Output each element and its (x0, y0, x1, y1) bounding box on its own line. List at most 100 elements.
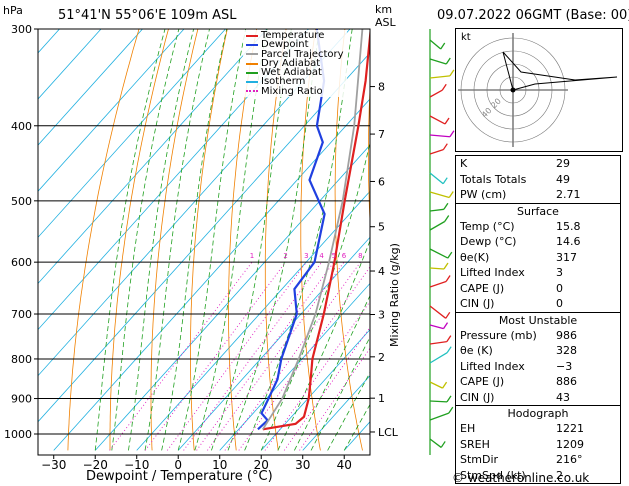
wind-barb (429, 324, 444, 330)
legend-swatch (246, 62, 258, 65)
copyright-text: © weatheronline.co.uk (452, 471, 590, 485)
temperature-tick-label: 0 (174, 458, 182, 472)
surface-index-row: Temp (°C) 15.8 (456, 219, 620, 235)
wind-barb-flag (444, 117, 450, 125)
legend-label: Parcel Trajectory (261, 48, 344, 60)
surface-index-label: θe(K) (460, 250, 490, 264)
mixing-ratio-value-label: 5 (332, 252, 336, 260)
km-tick-label: 7 (378, 128, 385, 141)
most-unstable-heading: Most Unstable (498, 313, 578, 327)
legend-swatch (246, 43, 258, 46)
wet-adiabat-line (144, 29, 210, 451)
dry-adiabat-line (334, 29, 363, 451)
wet-adiabat-line (310, 336, 370, 451)
wet-adiabat-line (194, 29, 268, 451)
hodograph-trace (502, 51, 618, 91)
hodograph-ring (499, 76, 527, 104)
basic-indices: K 29 Totals Totals 49 PW (cm) 2.71 (456, 156, 620, 203)
km-tick-label: 3 (378, 308, 385, 321)
mu-index-row: CAPE (J) 886 (456, 374, 620, 390)
wind-barb (429, 149, 444, 155)
mixing-ratio-line (283, 326, 370, 451)
pressure-tick-label: 500 (11, 195, 32, 208)
basic-index-value: 29 (556, 157, 570, 170)
wind-barb (429, 208, 444, 212)
hodo-index-label: StmSpd (kt) (460, 468, 526, 482)
dry-adiabat-line (67, 29, 140, 451)
basic-index-row: PW (cm) 2.71 (456, 187, 620, 203)
surface-index-value: 0 (556, 281, 563, 295)
mu-index-value: 328 (556, 344, 577, 357)
temperature-tick-label: −20 (83, 458, 108, 472)
hodograph-ring (460, 37, 566, 143)
wet-adiabat-line (161, 29, 228, 451)
dewpoint-line (257, 29, 326, 431)
surface-index-value: 317 (556, 250, 577, 264)
mixing-ratio-value-label: 3 (304, 252, 308, 260)
surface-index-row: Lifted Index 3 (456, 265, 620, 281)
wet-adiabat-line (227, 29, 320, 451)
datetime-title: 09.07.2022 06GMT (Base: 00) (437, 8, 629, 23)
legend-entry: Parcel Trajectory (246, 48, 344, 60)
km-unit-label: km (375, 3, 393, 16)
surface-index-row: CAPE (J) 0 (456, 281, 620, 297)
basic-index-row: K 29 (456, 156, 620, 172)
wind-barb-flag (445, 57, 451, 65)
wind-barb-flag (449, 69, 455, 77)
legend-entry: Wet Adiabat (246, 68, 344, 78)
hodo-index-row: StmDir 216° (456, 452, 620, 468)
wind-barb-flag (444, 215, 450, 222)
wet-adiabat-line (327, 371, 370, 451)
wind-barb-flag (442, 322, 449, 329)
surface-index-value: 0 (556, 297, 563, 310)
mu-index-row: Lifted Index −3 (456, 359, 620, 375)
wind-barb (429, 280, 447, 288)
wind-barb-flag (440, 42, 446, 50)
wind-barb-flag (446, 346, 452, 354)
mu-index-value: 986 (556, 328, 577, 342)
basic-index-value: 2.71 (556, 188, 581, 201)
isotherm-line (38, 52, 370, 423)
pressure-tick-label: 700 (11, 308, 32, 321)
hodograph-group: Hodograph EH 1221 SREH 1209 StmDir 216° StmSpd… (456, 405, 620, 483)
most-unstable-group: Most Unstable Pressure (mb) 986 θe (K) 328 L… (456, 311, 620, 406)
x-axis-title: Dewpoint / Temperature (°C) (86, 469, 273, 484)
legend-swatch (246, 34, 258, 37)
wind-barb-flag (449, 130, 455, 138)
hodograph-ring (473, 50, 553, 130)
legend-label: Temperature (261, 30, 325, 41)
wind-barb-flag (446, 335, 452, 342)
wind-barb (429, 438, 442, 448)
mu-index-label: θe (K) (460, 344, 493, 357)
dry-adiabat-line (367, 82, 370, 227)
dry-adiabat-line (150, 29, 199, 451)
temperature-tick-label: 30 (295, 458, 310, 472)
wet-adiabat-line (94, 29, 166, 451)
isotherm-line (38, 29, 268, 285)
mu-index-label: CAPE (J) (460, 375, 505, 388)
wind-barb-flag (442, 381, 448, 389)
mixing-ratio-value-label: 2 (283, 252, 287, 260)
legend: Temperature Dewpoint Parcel Trajectory Dry … (243, 30, 347, 98)
basic-index-label: K (460, 157, 468, 170)
pressure-tick-label: 400 (11, 120, 32, 133)
wind-barb (429, 89, 443, 98)
hodo-index-value: 2 (556, 468, 563, 482)
wind-barb (429, 340, 447, 345)
wind-barb-flag (443, 202, 449, 210)
pressure-tick-label: 800 (11, 353, 32, 366)
hodograph-origin (510, 87, 516, 93)
basic-index-label: Totals Totals (460, 172, 527, 186)
wind-barb-flag (448, 406, 454, 414)
wind-barb-flag (442, 177, 448, 185)
legend-swatch (246, 90, 258, 93)
pressure-tick-label: 600 (11, 256, 32, 269)
isotherm-line (38, 29, 185, 192)
legend-entry: Dry Adiabat (246, 58, 344, 69)
asl-unit-label: ASL (375, 16, 396, 29)
mu-index-value: 43 (556, 390, 570, 404)
wind-barb (429, 412, 450, 421)
pressure-tick-label: 1000 (4, 428, 32, 441)
isotherm-line (219, 282, 370, 451)
